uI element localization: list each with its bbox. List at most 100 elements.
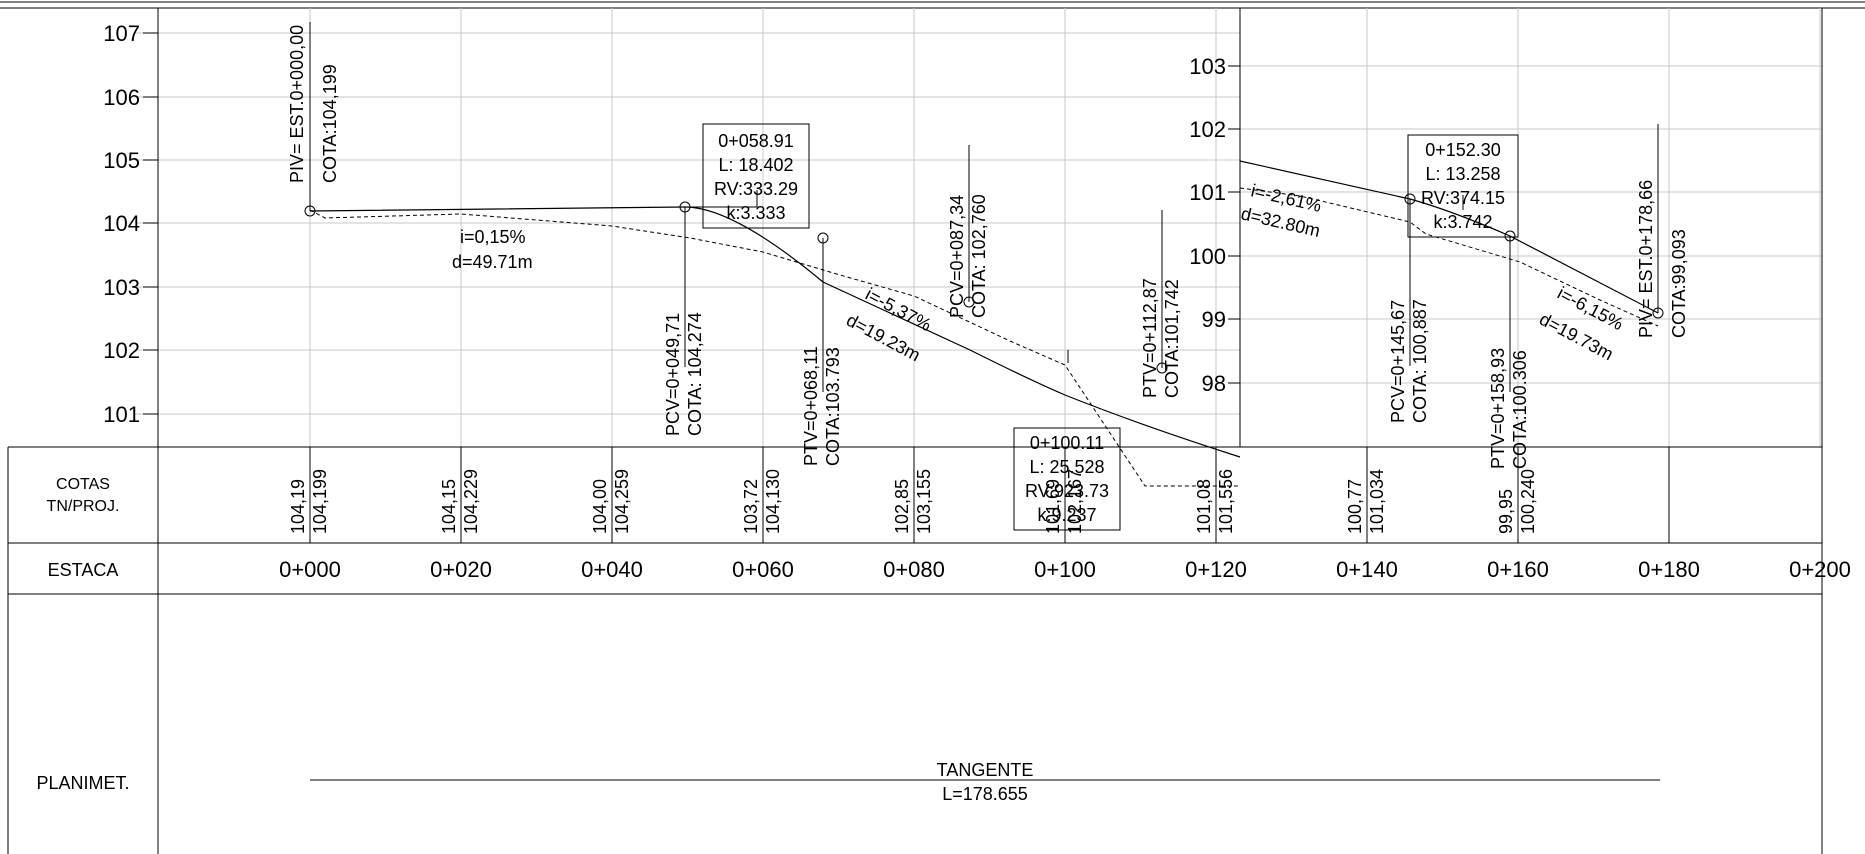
right-axis-tick: 98 [1202,371,1226,396]
point-labels: PIV= EST.0+000,00 COTA:104,199 PCV=0+049… [287,25,1689,469]
cota-proj: 103,155 [914,469,934,534]
left-axis-tick: 104 [103,211,140,236]
cota-proj: 104,130 [763,469,783,534]
cota-proj: 104,259 [612,469,632,534]
ptv-point-marker [817,232,829,244]
point-cota-label: COTA:104,199 [320,64,340,183]
point-name-label: PTV=0+158,93 [1488,348,1508,469]
station-label: 0+120 [1185,557,1247,582]
point-name-label: PTV=0+112,87 [1140,278,1160,398]
cota-proj: 101,034 [1367,469,1387,534]
station-label: 0+040 [581,557,643,582]
point-cota-label: COTA: 102,760 [969,194,989,318]
curve-station: 0+058.91 [718,131,794,151]
station-label: 0+000 [279,557,341,582]
point-name-label: PCV=0+145,67 [1388,300,1408,423]
left-axis-tick: 107 [103,21,140,46]
curve-length: L: 25.528 [1029,457,1104,477]
grade-line-left [309,206,1241,458]
grade-i-label: i=0,15% [460,227,526,247]
vertical-points [304,193,1664,374]
point-cota-label: COTA:99,093 [1669,229,1689,338]
vertical-curve-box-3: 0+152.30 L: 13.258 RV:374.15 k:3.742 [1407,134,1519,238]
station-label: 0+080 [883,557,945,582]
point-cota-label: COTA:101,742 [1162,279,1182,398]
vertical-curve-box-1: 0+058.91 L: 18.402 RV:333.29 k:3.333 [702,123,810,229]
grade-d-label: d=49.71m [452,252,533,272]
point-name-label: PCV=0+049,71 [663,313,683,436]
cota-proj: 100,240 [1518,469,1538,534]
planimet-band: PLANIMET. TANGENTE L=178.655 [36,760,1660,804]
cota-tn: 99,95 [1496,489,1516,534]
point-cota-label: COTA: 100,887 [1410,299,1430,423]
vertical-curve-box-2: 0+100.11 L: 25.528 RV:923.73 k:9.237 [1013,427,1121,531]
ptv-point-marker [1156,362,1168,374]
right-profile-grid [1240,8,1822,447]
cota-tn: 103,72 [741,479,761,534]
cota-proj: 102,167 [1065,469,1085,534]
piv-point-marker [304,205,316,217]
estaca-label: ESTACA [48,560,119,580]
grade-line-right [1239,160,1659,314]
point-name-label: PIV= EST.0+000,00 [287,25,307,183]
cota-tn: 104,15 [439,479,459,534]
right-axis-tick: 101 [1189,180,1226,205]
tangent-title: TANGENTE [937,760,1034,780]
planimet-label: PLANIMET. [36,773,129,793]
station-label: 0+060 [732,557,794,582]
point-name-label: PTV=0+068,11 [801,346,821,466]
curve-station: 0+152.30 [1425,140,1501,160]
station-label: 0+100 [1034,557,1096,582]
point-cota-label: COTA:103.793 [823,347,843,466]
station-label: 0+180 [1638,557,1700,582]
curve-radius: RV:374.15 [1421,188,1505,208]
station-label: 0+200 [1789,557,1851,582]
cotas-band: COTAS TN/PROJ. 104,19 104,199 104,15 104… [47,447,1670,543]
point-name-label: PIV= EST.0+178,66 [1636,180,1656,338]
right-axis-tick: 102 [1189,117,1226,142]
tangent-length: L=178.655 [942,784,1028,804]
cota-tn: 101,08 [1194,479,1214,534]
pcv-point-marker [1404,193,1416,205]
piv-point-marker [1652,307,1664,319]
curve-length: L: 18.402 [718,155,793,175]
left-axis-tick: 103 [103,275,140,300]
curve-radius: RV:923.73 [1025,481,1109,501]
cota-tn: 101,69 [1043,479,1063,534]
station-label: 0+160 [1487,557,1549,582]
cotas-label-line1: COTAS [56,476,110,493]
estaca-band: ESTACA 0+000 0+020 0+040 0+060 0+080 0+1… [48,557,1851,582]
cota-tn: 100,77 [1345,479,1365,534]
curve-k: k:9.237 [1037,505,1096,525]
right-axis: 103 102 101 100 99 98 [1189,54,1240,396]
ptv-point-marker [1504,230,1516,242]
curve-k: k:3.742 [1433,212,1492,232]
point-cota-label: COTA: 104,274 [685,312,705,436]
left-axis-tick: 105 [103,148,140,173]
cota-proj: 104,199 [310,469,330,534]
station-marker-lines [309,22,1659,392]
terrain-line-left [309,209,1240,487]
point-name-label: PCV=0+087,34 [947,195,967,318]
curve-station: 0+100.11 [1030,433,1104,453]
station-label: 0+140 [1336,557,1398,582]
cota-proj: 104,229 [461,469,481,534]
point-cota-label: COTA:100.306 [1510,350,1530,469]
pcv-point-marker [679,201,691,213]
left-axis-tick: 101 [103,402,140,427]
terrain-line-right [1239,187,1659,327]
pcv-point-marker [963,296,975,308]
left-axis-tick: 102 [103,338,140,363]
cota-proj: 101,556 [1216,469,1236,534]
left-axis: 107 106 105 104 103 102 101 [103,21,158,427]
curve-k: k:3.333 [726,203,785,223]
station-label: 0+020 [430,557,492,582]
left-axis-tick: 106 [103,85,140,110]
cotas-label-line2: TN/PROJ. [47,498,120,515]
cota-tn: 104,19 [288,479,308,534]
curve-radius: RV:333.29 [714,179,798,199]
right-axis-tick: 103 [1189,54,1226,79]
cota-tn: 104,00 [590,479,610,534]
curve-length: L: 13.258 [1425,164,1500,184]
